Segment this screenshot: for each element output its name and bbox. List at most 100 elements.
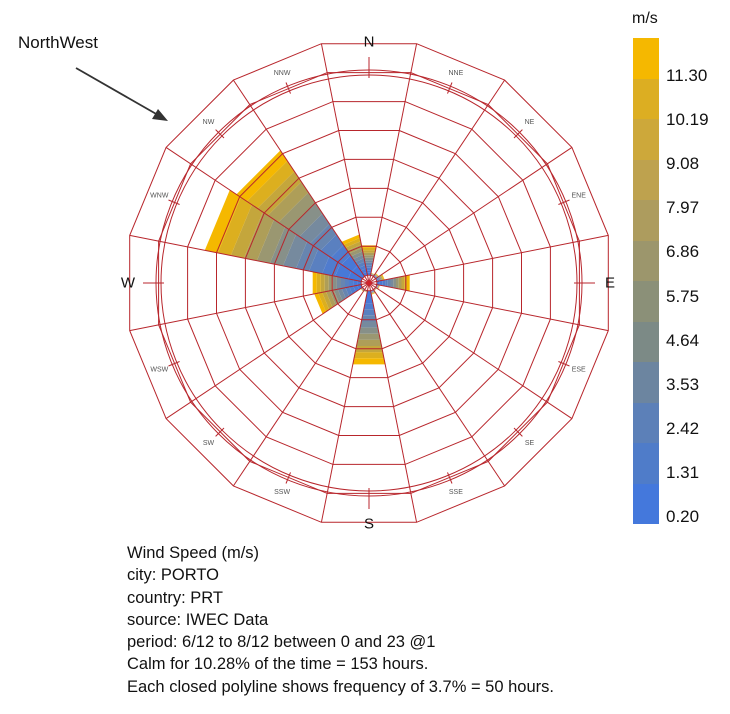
wedge-band <box>376 284 379 289</box>
wedge-band <box>353 279 358 287</box>
wedge-band <box>371 292 376 295</box>
direction-tick <box>215 427 225 437</box>
wedge-band <box>374 288 377 291</box>
legend-tick-label: 7.97 <box>666 198 700 218</box>
info-title: Wind Speed (m/s) <box>127 544 260 562</box>
wedge-band <box>373 287 377 291</box>
wedge-band <box>283 234 308 269</box>
info-calm: Calm for 10.28% of the time = 153 hours. <box>127 655 429 674</box>
wedge-band <box>382 279 386 287</box>
wedge-band <box>371 292 376 295</box>
northwest-arrow <box>75 67 168 121</box>
wedge-band <box>349 248 363 257</box>
direction-tick <box>558 361 570 367</box>
spoke-line <box>368 79 506 284</box>
wedge-band <box>377 285 380 289</box>
direction-label-ssw: SSW <box>274 489 290 496</box>
wedge-band <box>374 274 378 278</box>
direction-label-e: E <box>605 275 615 292</box>
legend-tick-label: 11.30 <box>666 66 708 85</box>
wedge-band <box>370 273 375 276</box>
wedge-band <box>373 287 377 291</box>
wedge-band <box>360 288 364 292</box>
northwest-annotation: NorthWest <box>18 33 98 52</box>
wedge-band <box>379 276 382 281</box>
spoke-line <box>129 282 370 332</box>
spoke-line <box>232 282 370 487</box>
wedge-band <box>364 290 368 292</box>
wedge-band <box>341 234 360 245</box>
wedge-band <box>361 287 365 291</box>
legend-tick-label: 2.42 <box>666 418 700 438</box>
wedge-band <box>360 288 364 292</box>
wedge-band <box>343 237 361 248</box>
wedge-band <box>348 271 363 282</box>
wedge-band <box>374 274 378 278</box>
wedge-band <box>345 286 353 297</box>
wedge-n <box>361 245 377 276</box>
wedge-band <box>357 280 362 286</box>
wedge-band <box>217 197 252 256</box>
legend-tick-label: 3.53 <box>666 374 700 394</box>
wedge-wnw <box>204 190 363 282</box>
legend-swatch <box>633 443 659 484</box>
wedge-band <box>370 274 374 276</box>
wedge-band <box>380 275 383 281</box>
wedge-band <box>362 250 376 253</box>
wedge-band <box>370 273 375 275</box>
wedge-band <box>374 274 378 278</box>
wedge-band <box>387 278 391 288</box>
legend-swatch <box>633 200 659 241</box>
wedge-band <box>365 265 373 268</box>
wedge-band <box>361 288 364 291</box>
wedge-band <box>371 272 375 275</box>
wedge-band <box>318 292 330 312</box>
wedge-band <box>376 284 379 289</box>
direction-tick <box>558 199 570 205</box>
wedge-band <box>360 288 364 292</box>
legend-swatch <box>633 402 659 443</box>
wedge-band <box>376 284 378 288</box>
chart-info-block: Wind Speed (m/s) city: PORTO country: PR… <box>127 542 554 698</box>
wedge-sw <box>360 287 365 292</box>
direction-tick <box>285 472 291 484</box>
legend-tick-labels: 11.30 10.19 9.08 7.97 6.86 5.75 4.64 3.53 2.42 1.… <box>666 38 726 526</box>
wedge-band <box>379 275 383 281</box>
legend-swatch <box>633 483 659 524</box>
wedge-band <box>370 273 375 276</box>
direction-label-wsw: WSW <box>150 366 168 373</box>
wedge-band <box>351 251 364 260</box>
wedge-band <box>314 293 326 314</box>
wedge-band <box>363 290 368 293</box>
wedge-band <box>390 278 394 288</box>
legend-tick-label: 4.64 <box>666 330 700 350</box>
wedge-band <box>377 277 380 282</box>
wedge-band <box>376 277 379 282</box>
wedge-band <box>366 270 372 273</box>
wedge-band <box>364 290 368 292</box>
direction-label-ene: ENE <box>571 193 586 200</box>
rose-data-layer <box>204 150 410 365</box>
wedge-e <box>376 274 410 292</box>
direction-tick <box>513 129 523 139</box>
wedge-band <box>370 274 375 276</box>
wedge-band <box>375 273 379 277</box>
wedge-band <box>243 212 274 261</box>
wedge-band <box>358 265 367 271</box>
wedge-band <box>352 358 386 365</box>
center-dot <box>366 280 372 286</box>
wedge-band <box>256 219 285 264</box>
direction-label-se: SE <box>525 440 535 447</box>
wedge-band <box>374 275 377 278</box>
direction-label-n: N <box>364 34 375 51</box>
legend-tick-label: 9.08 <box>666 154 700 174</box>
legend-color-bar <box>633 38 659 524</box>
wedge-band <box>278 192 316 230</box>
direction-tick <box>447 472 453 484</box>
wedge-band <box>371 292 376 295</box>
legend-swatch <box>633 240 659 281</box>
wedge-band <box>370 273 375 275</box>
wedge-band <box>296 241 319 272</box>
wedge-band <box>370 273 375 275</box>
